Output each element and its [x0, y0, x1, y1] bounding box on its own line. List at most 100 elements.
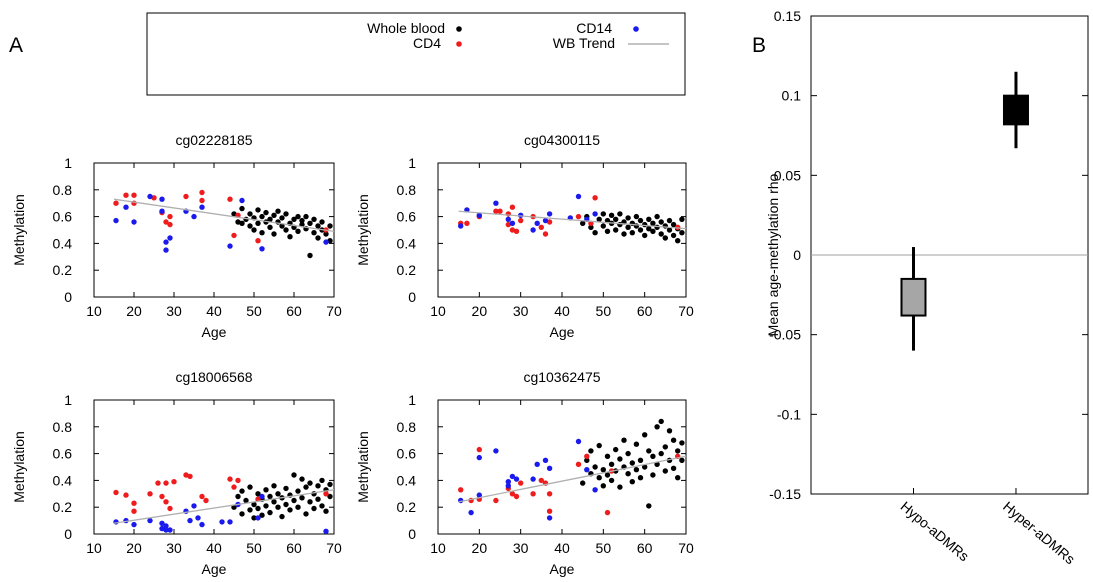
y-tick-label: 0.2	[397, 262, 417, 278]
point-cd4	[509, 204, 516, 210]
point-whole-blood	[275, 491, 281, 497]
box-hyper-admrs	[1002, 94, 1029, 126]
point-cd14	[534, 220, 540, 226]
y-axis-label: Methylation	[355, 431, 371, 503]
point-cd4	[505, 221, 511, 228]
scatter-plot-cg02228185: cg02228185 10 20 30 40 50 60 70 0 0.2 0.4 0.6 0.8 1 Ag…	[11, 132, 342, 340]
point-whole-blood	[251, 515, 257, 521]
point-cd14	[239, 197, 245, 204]
x-tick-label: 40	[206, 303, 222, 319]
point-whole-blood	[251, 227, 257, 233]
point-whole-blood	[295, 228, 301, 234]
point-whole-blood	[608, 461, 615, 467]
point-whole-blood	[666, 428, 673, 434]
point-cd14	[509, 220, 516, 226]
point-cd14	[227, 519, 233, 525]
point-cd4	[199, 189, 205, 196]
point-whole-blood	[629, 460, 635, 466]
point-whole-blood	[617, 211, 623, 217]
x-axis-label: Age	[202, 324, 227, 340]
point-cd14	[163, 239, 169, 245]
point-whole-blood	[642, 221, 648, 228]
plot-frame	[93, 399, 335, 535]
y-axis-label: Methylation	[355, 194, 371, 266]
point-whole-blood	[650, 220, 656, 226]
y-tick-label: 1	[64, 155, 72, 171]
point-cd4	[167, 213, 173, 220]
point-whole-blood	[235, 493, 241, 500]
legend-label-cd4: CD4	[413, 35, 441, 51]
legend-marker-cd14	[633, 26, 639, 32]
point-whole-blood	[287, 234, 293, 240]
x-tick-label: 60	[286, 303, 302, 319]
point-whole-blood	[625, 215, 631, 221]
y-tick-label: 0.6	[53, 446, 73, 462]
point-whole-blood	[303, 484, 309, 490]
point-cd14	[131, 521, 137, 528]
point-whole-blood	[295, 213, 301, 220]
scatter-plot-cg04300115: cg04300115 10 20 30 40 50 60 70 0 0.2 0.4 0.6 0.8 1 Ag…	[355, 132, 694, 340]
x-tick-label: 10	[430, 540, 446, 556]
x-tick-label: 50	[246, 540, 262, 556]
point-whole-blood	[596, 475, 602, 481]
point-cd14	[163, 523, 169, 529]
point-cd4	[575, 213, 582, 220]
point-cd4	[131, 500, 137, 506]
point-whole-blood	[263, 503, 269, 509]
point-whole-blood	[646, 503, 652, 509]
point-whole-blood	[315, 496, 321, 502]
point-whole-blood	[247, 223, 253, 229]
point-whole-blood	[243, 497, 249, 504]
point-cd4	[131, 192, 137, 198]
point-whole-blood	[608, 212, 615, 218]
box-hypo-admrs	[900, 277, 927, 317]
point-whole-blood	[263, 209, 269, 216]
point-whole-blood	[291, 497, 297, 504]
point-whole-blood	[642, 432, 648, 438]
y-tick-label: 0	[408, 526, 416, 542]
point-whole-blood	[637, 475, 644, 481]
point-whole-blood	[239, 488, 245, 494]
point-whole-blood	[633, 213, 640, 220]
point-cd4	[163, 480, 169, 486]
x-tick-label: 70	[678, 303, 694, 319]
point-whole-blood	[291, 216, 297, 222]
point-cd14	[530, 476, 536, 482]
point-whole-blood	[311, 230, 317, 236]
x-tick-label: 60	[286, 540, 302, 556]
legend-marker-whole-blood	[456, 26, 462, 32]
point-cd4	[509, 227, 516, 233]
point-whole-blood	[633, 441, 640, 447]
legend: Whole blood CD4 CD14 WB Trend	[146, 12, 686, 96]
x-tick-label: 10	[430, 303, 446, 319]
point-cd14	[458, 223, 464, 229]
point-whole-blood	[315, 483, 321, 489]
point-cd14	[476, 492, 482, 498]
point-whole-blood	[600, 483, 606, 489]
point-whole-blood	[625, 471, 631, 477]
x-tick-label: 30	[513, 540, 529, 556]
point-whole-blood	[327, 481, 333, 488]
point-cd4	[538, 224, 544, 230]
point-cd14	[546, 465, 553, 471]
point-whole-blood	[271, 212, 277, 218]
x-tick-label: 30	[166, 540, 182, 556]
y-tick-label: 0.2	[397, 499, 417, 515]
point-cd14	[227, 243, 233, 249]
point-cd4	[159, 493, 165, 500]
point-whole-blood	[621, 437, 627, 443]
point-cd4	[113, 489, 119, 496]
point-cd4	[147, 491, 153, 497]
point-whole-blood	[617, 484, 623, 490]
point-cd14	[505, 216, 511, 222]
legend-marker-cd4	[456, 41, 462, 47]
point-whole-blood	[255, 220, 261, 226]
point-cd4	[203, 497, 209, 504]
point-cd14	[167, 235, 173, 241]
y-axis-label: Methylation	[11, 431, 27, 503]
y-tick-label: 0.4	[53, 235, 73, 251]
point-whole-blood	[271, 483, 277, 489]
point-cd14	[323, 528, 329, 534]
point-whole-blood	[592, 230, 598, 236]
point-whole-blood	[271, 231, 277, 237]
